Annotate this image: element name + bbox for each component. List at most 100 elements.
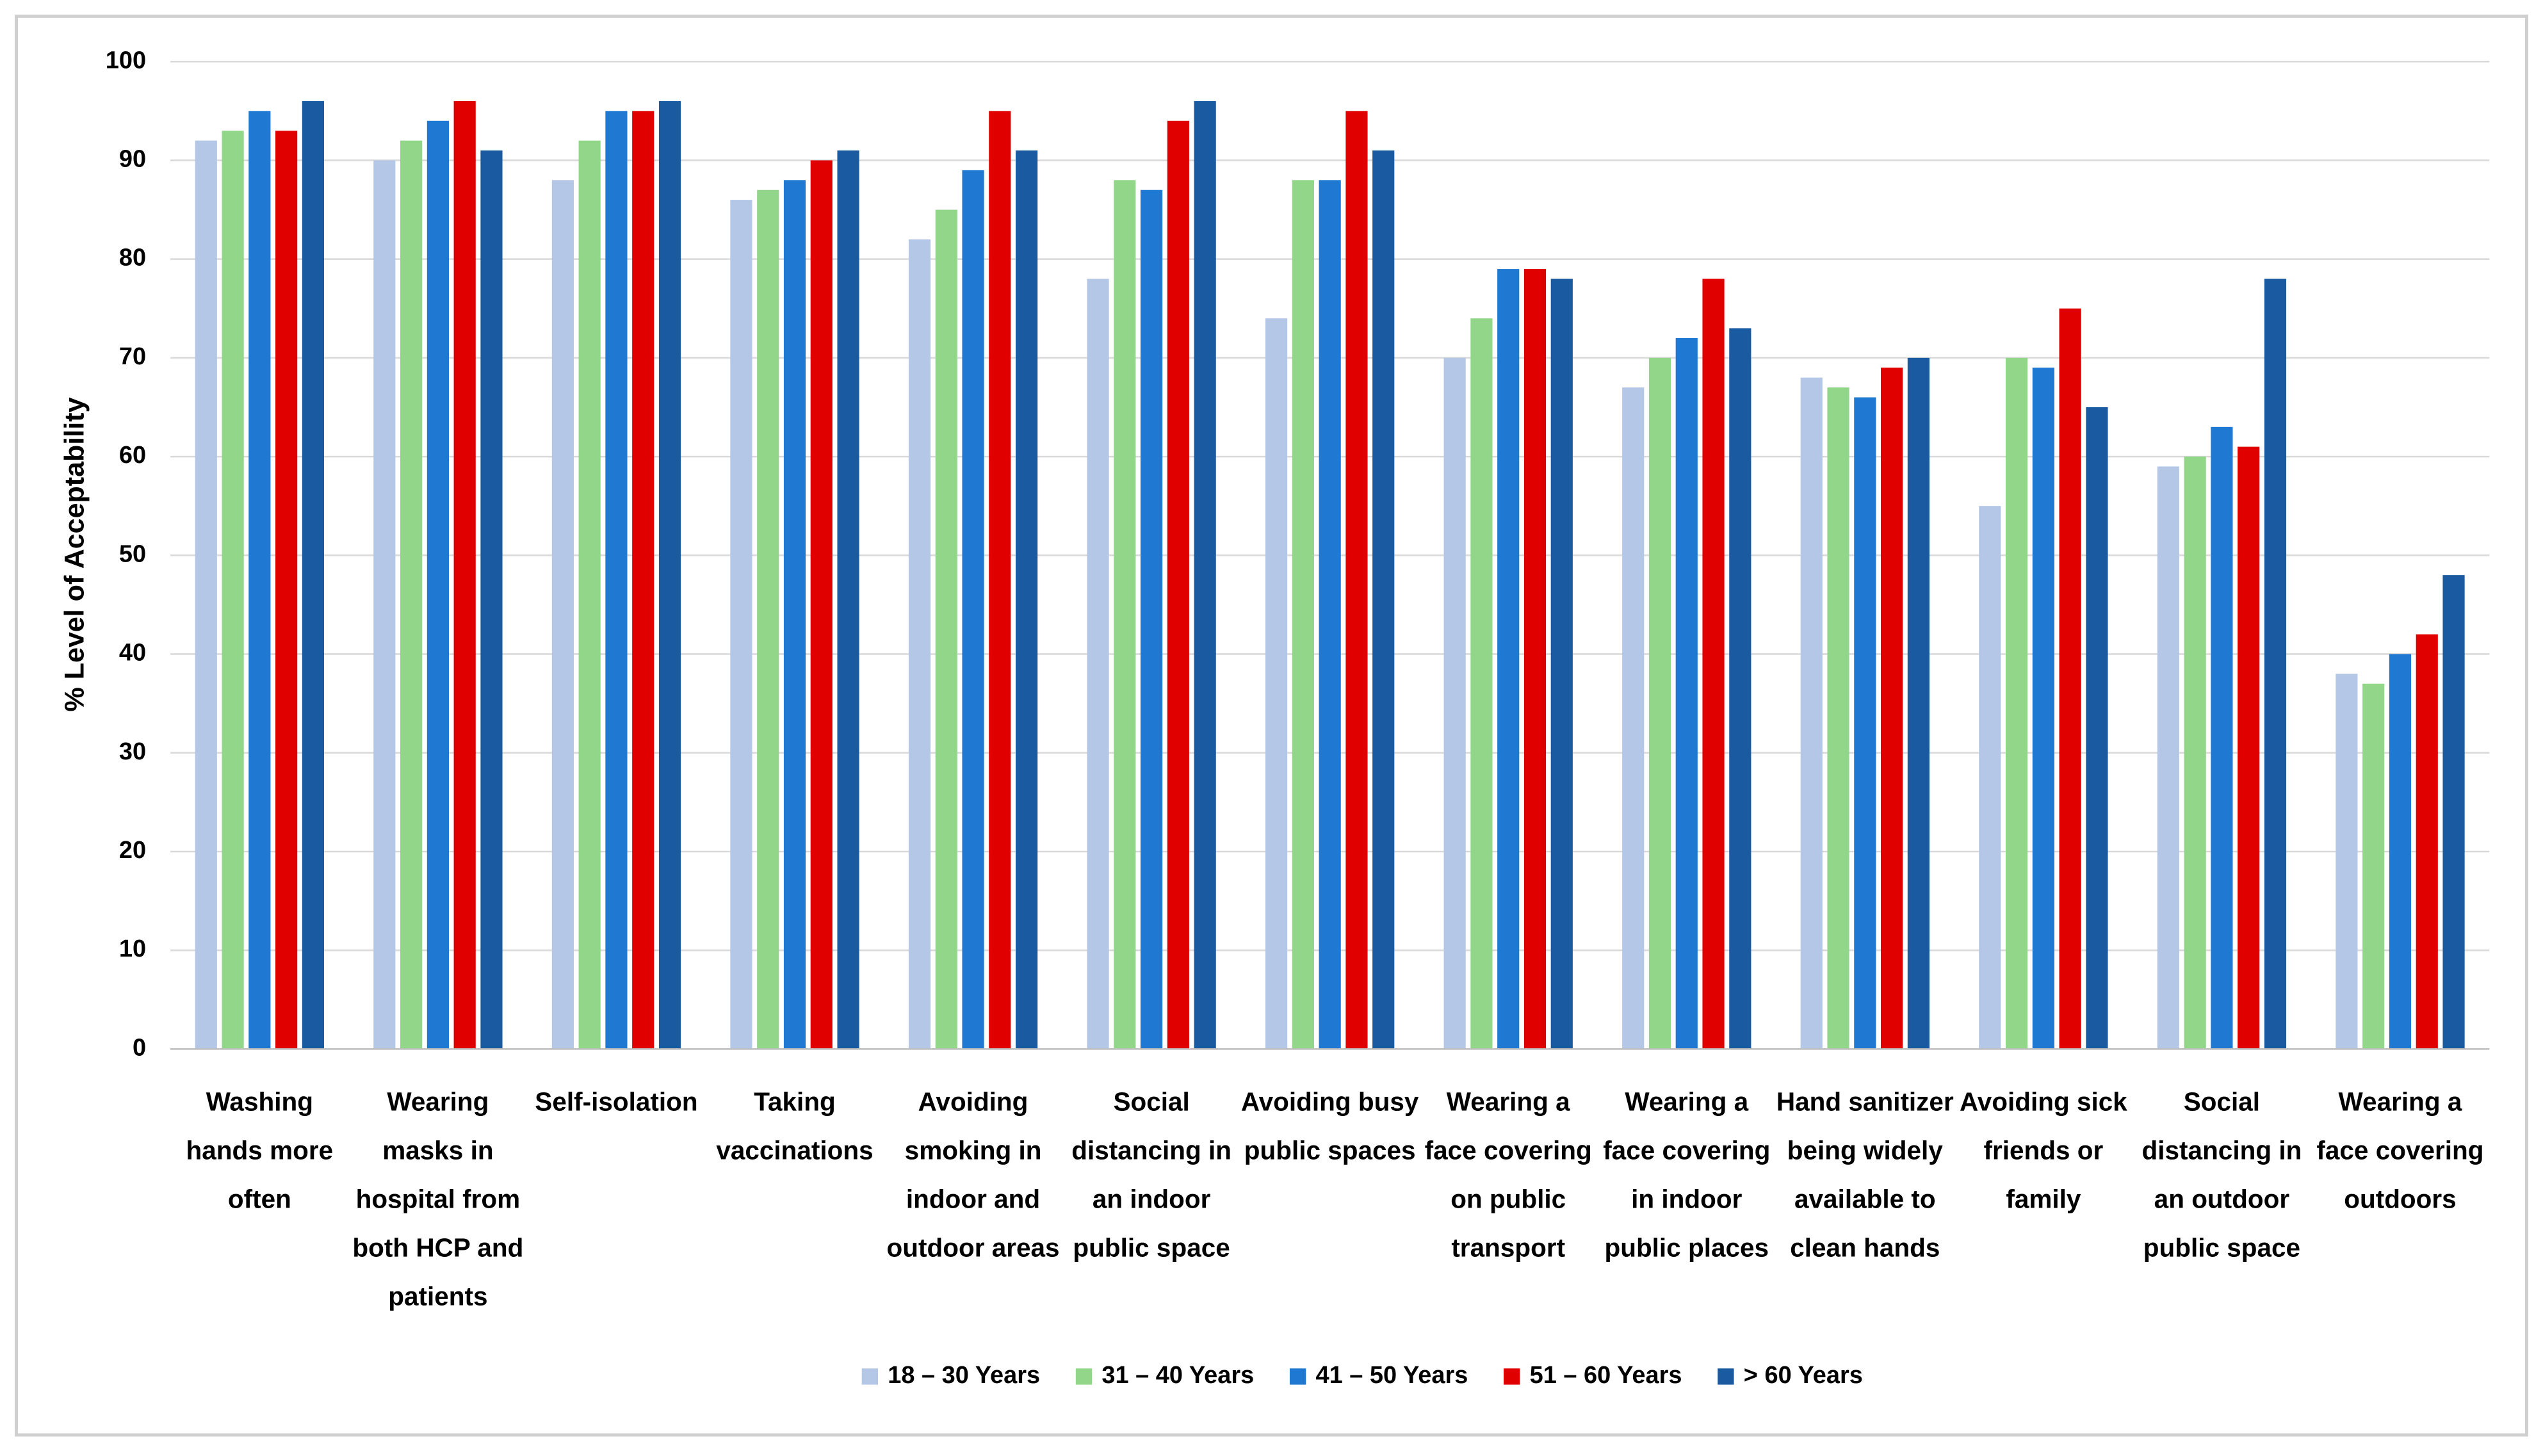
- y-axis-label: % Level of Acceptability: [60, 397, 90, 711]
- x-tick-label: Hand sanitizer being widely available to cl…: [1776, 1087, 1954, 1263]
- bar: [480, 150, 503, 1049]
- bar: [605, 111, 628, 1049]
- bar: [1497, 269, 1520, 1049]
- y-tick-label: 10: [119, 935, 146, 962]
- label-line: Avoiding: [918, 1087, 1028, 1117]
- bar: [1016, 150, 1038, 1049]
- x-tick-label: Self-isolation: [535, 1087, 697, 1117]
- label-line: hands more: [186, 1136, 334, 1165]
- label-line: Taking: [754, 1087, 836, 1117]
- bar: [195, 140, 217, 1049]
- bar: [1979, 506, 2001, 1049]
- bar: [1443, 357, 1466, 1049]
- label-line: friends or: [1983, 1136, 2103, 1165]
- bar: [1550, 279, 1573, 1049]
- bar: [400, 140, 423, 1049]
- label-line: hospital from: [356, 1185, 521, 1214]
- x-tick-label: Social distancing in an indoor public space: [1071, 1087, 1231, 1263]
- bar: [1345, 111, 1368, 1049]
- bar: [1372, 150, 1395, 1049]
- bar: [2336, 674, 2358, 1049]
- label-line: public space: [1073, 1233, 1230, 1263]
- legend-label: 31 – 40 Years: [1101, 1362, 1254, 1389]
- label-line: smoking in: [905, 1136, 1042, 1165]
- bar: [427, 120, 449, 1049]
- bar: [1622, 387, 1645, 1049]
- bar: [2264, 279, 2287, 1049]
- bar: [2005, 357, 2028, 1049]
- label-line: Social: [2184, 1087, 2260, 1117]
- bar: [2184, 457, 2206, 1049]
- bar: [1141, 190, 1163, 1049]
- y-tick-label: 60: [119, 442, 146, 469]
- bar: [935, 209, 957, 1049]
- legend-swatch: [1289, 1368, 1306, 1385]
- x-tick-label: Wearing masks in hospital from both HCP and…: [352, 1087, 523, 1311]
- bar: [757, 190, 779, 1049]
- x-tick-label: Social distancing in an outdoor public spac…: [2142, 1087, 2302, 1263]
- legend-swatch: [1075, 1368, 1093, 1385]
- bar: [1881, 368, 1903, 1049]
- y-tick-label: 50: [119, 540, 146, 567]
- bar: [302, 101, 325, 1049]
- label-line: vaccinations: [716, 1136, 873, 1165]
- y-tick-label: 0: [133, 1034, 146, 1061]
- bar: [551, 180, 574, 1049]
- bar: [2059, 308, 2081, 1049]
- label-line: Wearing a: [2339, 1087, 2462, 1117]
- label-line: Social: [1113, 1087, 1189, 1117]
- x-tick-label: Wearing a face covering on public transport: [1425, 1087, 1592, 1263]
- label-line: indoor and: [906, 1185, 1040, 1214]
- bar: [2238, 446, 2260, 1049]
- y-tick-label: 80: [119, 245, 146, 271]
- bar: [1523, 269, 1547, 1049]
- x-tick-label: Avoiding busy public spaces: [1241, 1087, 1419, 1165]
- x-tick-label: Avoiding smoking in indoor and outdoor area…: [887, 1087, 1060, 1263]
- label-line: patients: [388, 1281, 487, 1311]
- y-tick-label: 90: [119, 145, 146, 172]
- bar: [837, 150, 859, 1049]
- legend-label: 41 – 50 Years: [1315, 1362, 1468, 1389]
- x-tick-label: Wearing a face covering in indoor public pl…: [1603, 1087, 1770, 1263]
- label-line: available to: [1794, 1185, 1936, 1214]
- bar: [632, 111, 654, 1049]
- label-line: Wearing: [387, 1087, 489, 1117]
- bar: [1087, 279, 1109, 1049]
- label-line: masks in: [382, 1136, 493, 1165]
- y-tick-label: 40: [119, 640, 146, 667]
- x-tick-label: Washing hands more often: [186, 1087, 334, 1214]
- label-line: Self-isolation: [535, 1087, 697, 1117]
- bar: [962, 170, 984, 1049]
- label-line: often: [228, 1185, 291, 1214]
- bar: [578, 140, 601, 1049]
- x-tick-label: Avoiding sick friends or family: [1960, 1087, 2127, 1214]
- label-line: face covering: [2316, 1136, 2483, 1165]
- bar: [1827, 387, 1849, 1049]
- bar: [2416, 634, 2438, 1049]
- x-tick-label: Taking vaccinations: [716, 1087, 873, 1165]
- bar: [1292, 180, 1314, 1049]
- bar: [2211, 426, 2233, 1049]
- bar: [1648, 357, 1671, 1049]
- legend-swatch: [1504, 1368, 1520, 1385]
- bar: [275, 131, 298, 1049]
- label-line: outdoors: [2344, 1185, 2456, 1214]
- bar: [1470, 318, 1493, 1049]
- label-line: being widely: [1787, 1136, 1944, 1165]
- bar: [2157, 466, 2179, 1049]
- bar: [2389, 654, 2412, 1049]
- bar: [2086, 407, 2108, 1049]
- label-line: distancing in: [1071, 1136, 1231, 1165]
- label-line: public places: [1604, 1233, 1769, 1263]
- bar: [810, 160, 833, 1049]
- bar: [1800, 377, 1823, 1049]
- label-line: family: [2006, 1185, 2081, 1214]
- label-line: an outdoor: [2154, 1185, 2290, 1214]
- label-line: Washing: [206, 1087, 313, 1117]
- bar: [1729, 328, 1751, 1049]
- legend-swatch: [861, 1368, 879, 1385]
- legend-label: > 60 Years: [1744, 1362, 1863, 1389]
- y-tick-label: 20: [119, 837, 146, 864]
- label-line: both HCP and: [352, 1233, 523, 1263]
